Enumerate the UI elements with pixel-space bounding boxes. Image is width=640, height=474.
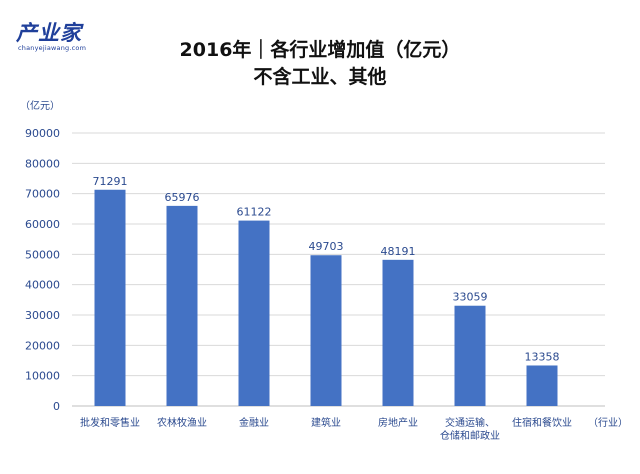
y-tick-label: 0 [53, 400, 60, 413]
y-tick-label: 20000 [25, 339, 60, 352]
y-tick-label: 50000 [25, 248, 60, 261]
bar [454, 305, 486, 406]
bar [526, 365, 558, 406]
bar [382, 259, 414, 406]
data-label: 49703 [309, 240, 344, 253]
category-label: 交通运输、 [445, 416, 495, 429]
y-tick-label: 90000 [25, 127, 60, 140]
data-label: 13358 [525, 350, 560, 363]
chart-subtitle: 不含工业、其他 [253, 66, 387, 88]
data-labels: 71291 65976 61122 49703 48191 33059 13358 [93, 175, 560, 364]
chart-title: 2016年｜各行业增加值（亿元） [179, 39, 461, 61]
logo-site: chanyejiawang.com [18, 44, 87, 52]
category-label: 金融业 [239, 416, 269, 429]
y-tick-label: 10000 [25, 370, 60, 383]
data-label: 48191 [381, 245, 416, 258]
y-tick-label: 70000 [25, 188, 60, 201]
y-tick-label: 30000 [25, 309, 60, 322]
data-label: 33059 [453, 291, 488, 304]
data-label: 71291 [93, 175, 128, 188]
y-tick-label: 40000 [25, 279, 60, 292]
y-axis-ticks: 0 10000 20000 30000 40000 50000 60000 70000 8000… [25, 127, 60, 413]
bar [310, 255, 342, 406]
category-label: 仓储和邮政业 [440, 429, 500, 442]
category-label: 住宿和餐饮业 [512, 416, 572, 429]
category-label: 批发和零售业 [80, 416, 140, 429]
category-label: 建筑业 [311, 416, 341, 429]
logo-brand: 产业家 [16, 21, 82, 45]
data-label: 61122 [237, 206, 272, 219]
y-tick-label: 80000 [25, 157, 60, 170]
bar [94, 189, 126, 406]
logo: 产业家 chanyejiawang.com [16, 22, 86, 52]
y-tick-label: 60000 [25, 218, 60, 231]
x-axis-unit: （行业） [588, 416, 628, 429]
y-axis-unit: （亿元） [20, 99, 60, 112]
bar [238, 220, 270, 406]
bar [166, 205, 198, 406]
data-label: 65976 [165, 191, 200, 204]
category-label: 农林牧渔业 [157, 416, 207, 429]
category-label: 房地产业 [378, 416, 418, 429]
bars [94, 189, 558, 406]
